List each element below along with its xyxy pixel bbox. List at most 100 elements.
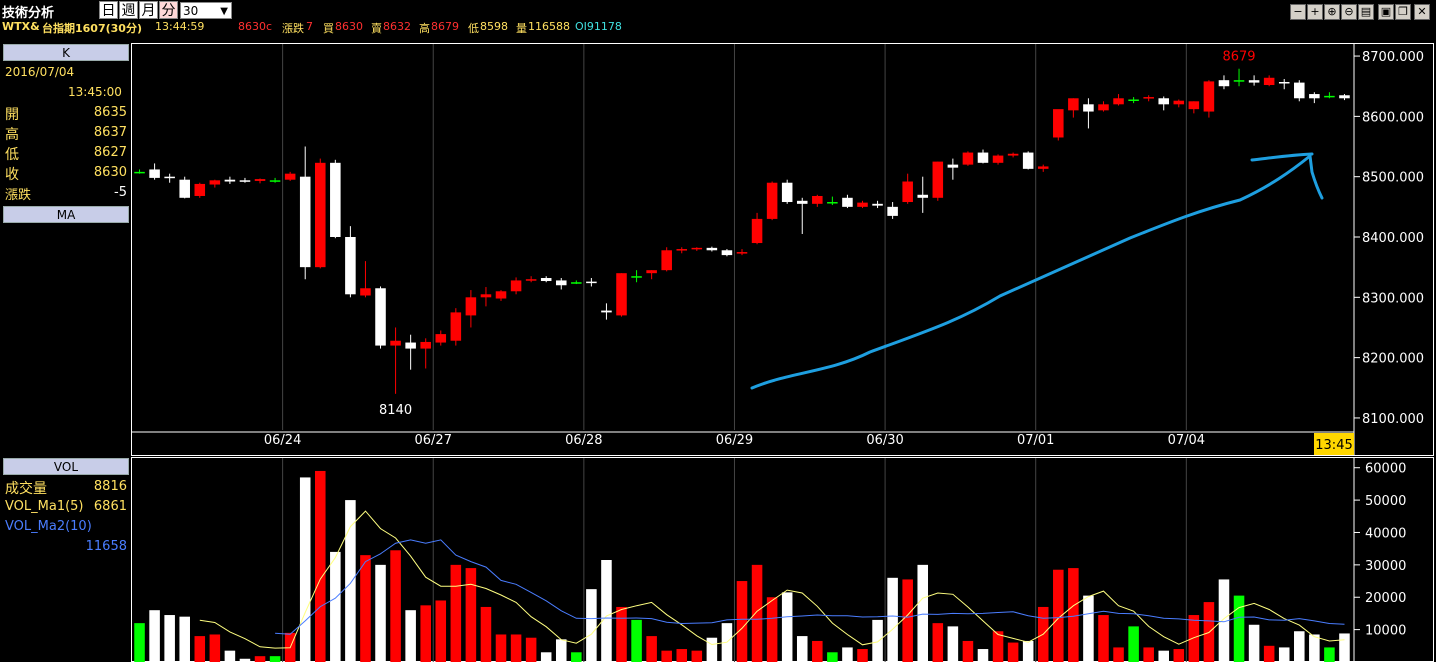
period-day-button[interactable]: 日 (99, 1, 118, 19)
candle-body (420, 341, 431, 349)
candle-body (571, 282, 582, 284)
volume-tick-label: 40000 (1365, 526, 1406, 541)
volume-bar (736, 581, 748, 662)
quote-bar: WTX& 台指期1607(30分) 13:44:59 8630c 漲跌 7 買 … (0, 20, 1436, 35)
candle-body (1278, 81, 1290, 84)
volume-bar (465, 568, 477, 662)
volume-bar (164, 615, 175, 662)
volume-value: 116588 (528, 20, 570, 33)
candle-body (1037, 166, 1049, 169)
volume-bar (781, 592, 793, 662)
candle-body (766, 182, 778, 219)
volume-bar (766, 597, 778, 662)
candle-body (194, 183, 206, 196)
volume-bar (1113, 647, 1124, 662)
candle-body (390, 340, 401, 346)
volume-bar (902, 579, 913, 662)
volume-bar (480, 606, 492, 662)
candle-body (1173, 100, 1185, 105)
volume-bar (390, 550, 401, 662)
zoom-out-icon[interactable]: ⊖ (1341, 4, 1357, 20)
volume-bar (299, 477, 311, 662)
volume-tick-label: 60000 (1365, 462, 1406, 477)
candle-body (1113, 98, 1124, 105)
volume-bar (601, 560, 612, 662)
volume-label-v: 成交量 (5, 481, 47, 497)
volume-label: 量 (516, 22, 527, 35)
plus-icon[interactable]: + (1307, 4, 1323, 20)
candle-body (1128, 99, 1139, 101)
bid-label: 買 (323, 22, 334, 35)
candle-body (887, 206, 898, 216)
candle-body (1158, 98, 1169, 105)
close-icon[interactable]: ✕ (1414, 4, 1430, 20)
quote-time: 13:44:59 (155, 20, 205, 33)
change-value: 7 (306, 20, 313, 33)
volume-bar (1233, 595, 1245, 662)
candle-body (360, 288, 371, 296)
candle-body (977, 152, 989, 163)
candle-body (209, 180, 221, 185)
volume-bar (947, 626, 959, 662)
candle-body (149, 169, 160, 178)
period-week-button[interactable]: 週 (119, 1, 138, 19)
candle-body (601, 310, 612, 313)
vol-panel-header: VOL (3, 458, 129, 475)
candle-body (992, 155, 1004, 163)
zoom-in-icon[interactable]: ⊕ (1324, 4, 1340, 20)
volume-bar (1098, 615, 1109, 662)
candle-body (706, 247, 718, 251)
candle-body (1294, 82, 1305, 99)
period-month-button[interactable]: 月 (139, 1, 158, 19)
save-icon[interactable]: ▣ (1378, 4, 1394, 20)
volume-bar (330, 551, 341, 662)
volume-bar (345, 500, 356, 662)
restore-icon[interactable]: ❐ (1395, 4, 1411, 20)
candle-body (465, 297, 477, 316)
x-tick-label: 06/28 (565, 433, 602, 448)
candle-body (1263, 77, 1275, 86)
vol-ma2-line (275, 539, 1345, 635)
candle-body (812, 195, 823, 204)
change-label-k: 漲跌 (5, 188, 32, 203)
period-minute-button[interactable]: 分 (159, 1, 178, 19)
print-icon[interactable]: ▤ (1358, 4, 1374, 20)
candle-body (1309, 94, 1320, 99)
last-price: 8630c (238, 20, 273, 33)
interval-select[interactable]: 30 ▼ (180, 2, 232, 19)
candle-body (269, 180, 281, 182)
volume-bar (1128, 626, 1139, 662)
y-tick-label: 8500.000 (1362, 171, 1424, 186)
candle-body (661, 250, 672, 271)
volume-bar (375, 564, 386, 662)
candle-body (1007, 153, 1019, 156)
volume-bar (254, 656, 266, 662)
contract-name: 台指期1607(30分) (42, 22, 142, 35)
y-tick-label: 8700.000 (1362, 50, 1424, 65)
candle-body (691, 247, 703, 250)
candle-body (721, 250, 733, 256)
candle-body (1324, 95, 1335, 98)
minus-icon[interactable]: − (1290, 4, 1306, 20)
candle-body (540, 278, 552, 282)
candle-body (736, 252, 748, 254)
candle-body (1022, 152, 1034, 169)
candle-body (284, 173, 296, 180)
volume-bar (420, 605, 431, 662)
high-value: 8679 (431, 20, 459, 33)
candle-body (179, 179, 190, 198)
low-value-k: 8627 (93, 145, 127, 160)
candle-body (239, 180, 251, 182)
app-title: 技術分析 (2, 6, 55, 21)
candle-body (676, 249, 688, 251)
candle-body (947, 164, 959, 168)
open-interest: OI91178 (575, 20, 622, 33)
y-tick-label: 8600.000 (1362, 110, 1424, 125)
volume-bar (405, 610, 416, 662)
candle-body (842, 197, 853, 207)
candle-body (164, 176, 175, 179)
volume-bar (887, 577, 898, 662)
candle-body (435, 334, 447, 343)
volume-bar (872, 619, 883, 662)
